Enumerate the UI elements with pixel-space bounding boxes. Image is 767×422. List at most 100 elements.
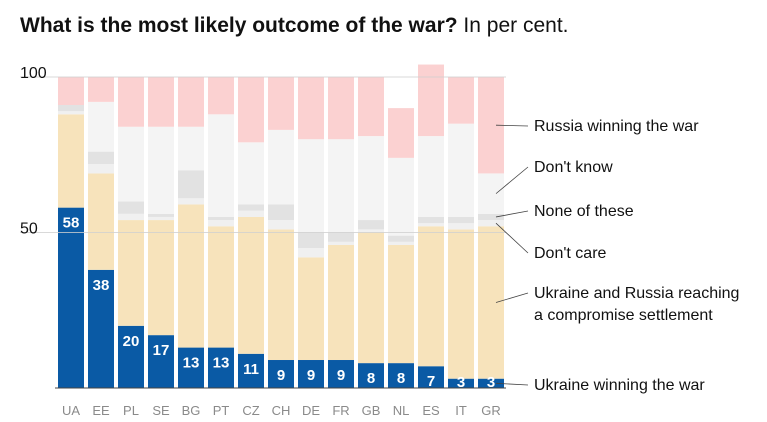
bar-segment-fr-s0 [328, 360, 354, 388]
bar-segment-it-s1 [448, 229, 474, 379]
legend-label-0: Ukraine winning the war [534, 377, 705, 394]
bar-segment-se-s3 [148, 213, 174, 217]
value-label-ch: 9 [277, 367, 285, 384]
bar-segment-pt-s0 [208, 347, 234, 388]
bar-segment-bg-s4 [178, 126, 204, 171]
value-label-es: 7 [427, 373, 435, 390]
value-label-pl: 20 [123, 333, 140, 350]
bar-segment-ua-s5 [58, 77, 84, 105]
bar-segment-pt-s5 [208, 77, 234, 115]
legend-label-3: None of these [534, 203, 634, 220]
bar-segment-bg-s1 [178, 204, 204, 348]
bar-segment-se-s1 [148, 220, 174, 336]
y-tick-label-50: 50 [20, 221, 38, 238]
legend-leader-line-2 [495, 222, 529, 254]
value-label-ua: 58 [63, 215, 80, 232]
legend-label-5: Russia winning the war [534, 118, 699, 135]
subtitle-text: In per cent. [463, 14, 569, 37]
bar-segment-gr-s4 [478, 173, 504, 214]
x-tick-label-de: DE [302, 403, 320, 418]
x-tick-label-fr: FR [332, 403, 349, 418]
bar-segment-pl-s4 [118, 126, 144, 202]
legend-leader-line-5 [495, 124, 529, 127]
bar-segment-pl-s3 [118, 201, 144, 214]
legend-leader-line-0 [495, 382, 529, 386]
legend-label-1: Ukraine and Russia reaching a compromise … [534, 285, 739, 324]
chart-title: What is the most likely outcome of the w… [20, 14, 568, 38]
bar-segment-ua-s1 [58, 114, 84, 208]
value-label-fr: 9 [337, 367, 345, 384]
bar-segment-nl-s4 [388, 157, 414, 236]
bar-segment-fr-s2 [328, 241, 354, 245]
bar-segment-ee-s5 [88, 77, 114, 102]
bar-segment-de-s0 [298, 360, 324, 388]
value-label-gr: 3 [487, 374, 495, 391]
bar-segment-ee-s0 [88, 269, 114, 388]
bar-segment-it-s3 [448, 216, 474, 224]
bar-segment-gb-s0 [358, 363, 384, 388]
bar-segment-es-s2 [418, 223, 444, 227]
bar-segment-gr-s3 [478, 213, 504, 221]
x-tick-label-ua: UA [62, 403, 80, 418]
bar-segment-bg-s2 [178, 198, 204, 205]
x-tick-label-ch: CH [272, 403, 291, 418]
bar-segment-cz-s3 [238, 204, 264, 211]
bar-segment-it-s5 [448, 77, 474, 124]
bar-segment-ch-s4 [268, 129, 294, 205]
x-tick-label-it: IT [455, 403, 467, 418]
bar-segment-fr-s1 [328, 244, 354, 361]
bar-segment-de-s3 [298, 232, 324, 249]
legend-label-4: Don't know [534, 159, 613, 176]
bar-segment-gb-s2 [358, 229, 384, 233]
bar-segment-de-s2 [298, 248, 324, 258]
bar-segment-fr-s4 [328, 139, 354, 233]
bar-segment-gr-s1 [478, 226, 504, 379]
bar-segment-gr-s2 [478, 220, 504, 227]
bar-segment-pl-s5 [118, 77, 144, 127]
bar-segment-it-s0 [448, 378, 474, 388]
value-label-bg: 13 [183, 355, 200, 372]
bar-segment-ua-s2 [58, 111, 84, 115]
bar-segment-ch-s5 [268, 77, 294, 130]
legend-label-2: Don't care [534, 245, 607, 262]
x-tick-label-ee: EE [92, 403, 110, 418]
value-label-cz: 11 [243, 361, 259, 378]
bar-segment-gb-s3 [358, 220, 384, 230]
legend-leader-line-1 [495, 292, 529, 303]
bar-segment-cz-s2 [238, 210, 264, 217]
value-label-pt: 13 [213, 355, 230, 372]
bar-segment-ch-s2 [268, 220, 294, 230]
bar-segment-nl-s2 [388, 241, 414, 245]
bar-segment-ee-s1 [88, 173, 114, 270]
bar-segment-it-s4 [448, 123, 474, 217]
bar-segment-de-s4 [298, 139, 324, 233]
bar-segment-pt-s1 [208, 226, 234, 348]
legend-leader-line-3 [495, 210, 529, 218]
bar-segment-es-s3 [418, 216, 444, 224]
x-tick-label-gb: GB [362, 403, 381, 418]
value-label-gb: 8 [367, 370, 375, 387]
bar-segment-ua-s3 [58, 104, 84, 112]
value-label-nl: 8 [397, 370, 405, 387]
bar-segment-se-s2 [148, 216, 174, 221]
bar-segment-bg-s0 [178, 347, 204, 388]
bar-segment-ee-s2 [88, 164, 114, 174]
bar-segment-pl-s1 [118, 220, 144, 326]
bar-segment-es-s4 [418, 136, 444, 217]
bar-segment-de-s1 [298, 257, 324, 361]
bar-segment-fr-s5 [328, 77, 354, 140]
value-label-ee: 38 [93, 277, 110, 294]
bar-segment-gb-s5 [358, 77, 384, 137]
x-tick-label-cz: CZ [242, 403, 259, 418]
y-tick-label-100: 100 [20, 65, 47, 82]
bar-segment-bg-s5 [178, 77, 204, 127]
bar-segment-nl-s3 [388, 235, 414, 242]
bar-segment-nl-s5 [388, 108, 414, 158]
bar-segment-pt-s2 [208, 220, 234, 227]
bar-segment-it-s2 [448, 223, 474, 230]
bar-segment-ua-s0 [58, 207, 84, 388]
bar-segment-ee-s3 [88, 151, 114, 165]
bar-segment-ch-s3 [268, 204, 294, 221]
bar-segment-se-s4 [148, 126, 174, 214]
bar-segment-pt-s4 [208, 114, 234, 217]
